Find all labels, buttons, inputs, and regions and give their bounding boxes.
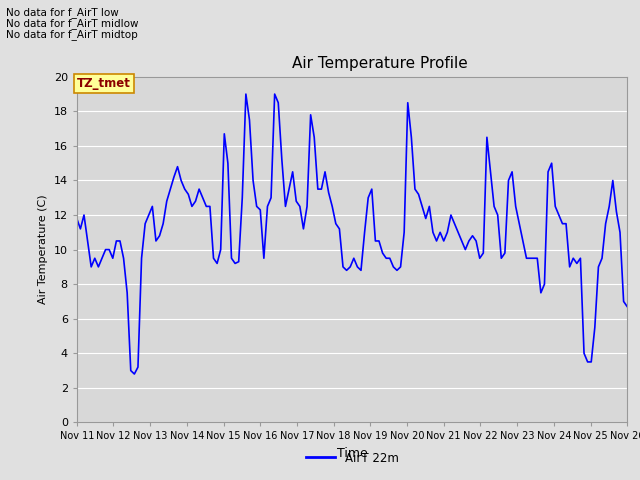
- Text: No data for f_AirT low: No data for f_AirT low: [6, 7, 119, 18]
- Text: TZ_tmet: TZ_tmet: [77, 77, 131, 90]
- Legend: AirT 22m: AirT 22m: [301, 447, 403, 469]
- Text: No data for f_AirT midtop: No data for f_AirT midtop: [6, 29, 138, 40]
- X-axis label: Time: Time: [337, 447, 367, 460]
- Title: Air Temperature Profile: Air Temperature Profile: [292, 57, 467, 72]
- Text: No data for f_AirT midlow: No data for f_AirT midlow: [6, 18, 139, 29]
- Y-axis label: Air Temperature (C): Air Temperature (C): [38, 195, 48, 304]
